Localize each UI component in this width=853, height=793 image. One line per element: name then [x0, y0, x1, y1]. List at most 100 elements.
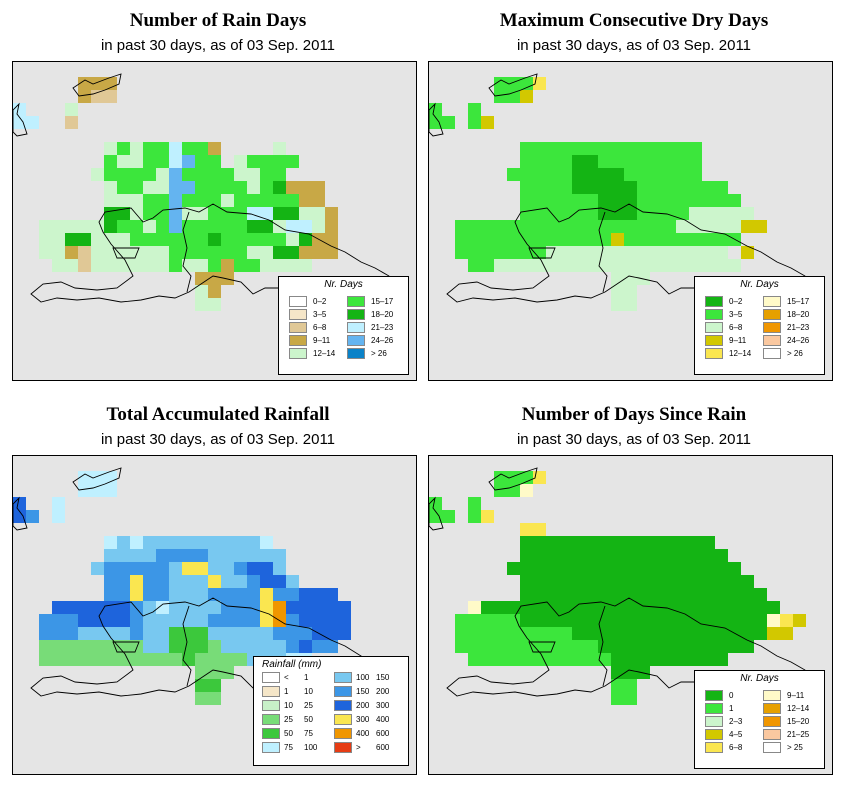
grid-cell	[650, 614, 663, 627]
legend-swatch	[705, 322, 723, 333]
grid-cell	[650, 549, 663, 562]
legend-row: >600	[334, 742, 396, 753]
grid-cell	[78, 233, 91, 246]
legend-label: 12–14	[787, 704, 810, 713]
grid-cell	[208, 692, 221, 705]
grid-cell	[182, 194, 195, 207]
grid-cell	[741, 246, 754, 259]
grid-cell	[117, 220, 130, 233]
grid-cell	[52, 510, 65, 523]
grid-cell	[507, 77, 520, 90]
grid-cell	[221, 536, 234, 549]
legend-label: 21–25	[787, 730, 810, 739]
grid-cell	[143, 588, 156, 601]
legend-lo: 75	[284, 743, 293, 752]
grid-cell	[559, 181, 572, 194]
grid-cell	[663, 168, 676, 181]
grid-cell	[130, 194, 143, 207]
grid-cell	[676, 614, 689, 627]
map-svg	[13, 73, 394, 311]
grid-cell	[728, 601, 741, 614]
legend-swatch	[334, 714, 352, 725]
grid-cell	[208, 614, 221, 627]
grid-cell	[78, 77, 91, 90]
legend-hi: 75	[304, 729, 313, 738]
grid-cell	[117, 640, 130, 653]
legend-lo: 200	[356, 701, 370, 710]
grid-cell	[221, 246, 234, 259]
island-outline	[488, 73, 538, 97]
grid-cell	[546, 640, 559, 653]
grid-cell	[104, 484, 117, 497]
legend-label: 0–2	[729, 297, 743, 306]
grid-cell	[715, 640, 728, 653]
grid-cell	[130, 588, 143, 601]
grid-cell	[299, 220, 312, 233]
grid-cell	[169, 588, 182, 601]
grid-cell	[572, 181, 585, 194]
grid-cell	[585, 220, 598, 233]
grid-cell	[65, 653, 78, 666]
grid-cell	[143, 194, 156, 207]
grid-cell	[208, 666, 221, 679]
grid-cell	[481, 510, 494, 523]
grid-cell	[650, 588, 663, 601]
legend-swatch	[334, 672, 352, 683]
legend-hi: 600	[376, 743, 390, 752]
grid-cell	[507, 601, 520, 614]
grid-cell	[104, 155, 117, 168]
grid-cell	[520, 588, 533, 601]
grid-cell	[169, 653, 182, 666]
grid-cell	[78, 471, 91, 484]
grid-cell	[195, 653, 208, 666]
map-area: Nr. Days 0–2 3–5 6–8 9–11 12–14 15–17 18…	[428, 61, 833, 381]
grid-cell	[611, 562, 624, 575]
legend-label: 6–8	[313, 323, 327, 332]
grid-cell	[169, 549, 182, 562]
grid-cell	[546, 259, 559, 272]
grid-cell	[637, 246, 650, 259]
grid-cell	[312, 194, 325, 207]
grid-cell	[312, 601, 325, 614]
legend-label: 12–14	[729, 349, 752, 358]
grid-cell	[572, 246, 585, 259]
grid-cell	[169, 562, 182, 575]
grid-cell	[598, 640, 611, 653]
panel-rain-days: Number of Rain Days in past 30 days, as …	[12, 0, 424, 386]
grid-cell	[130, 220, 143, 233]
grid-cell	[481, 220, 494, 233]
grid-cell	[195, 142, 208, 155]
grid-cell	[91, 627, 104, 640]
grid-cell	[52, 246, 65, 259]
grid-cell	[286, 601, 299, 614]
grid-cell	[689, 549, 702, 562]
grid-cell	[702, 601, 715, 614]
coastline-outline	[446, 203, 810, 303]
grid-cell	[754, 614, 767, 627]
grid-cell	[520, 562, 533, 575]
grid-cell	[247, 246, 260, 259]
grid-cell	[221, 627, 234, 640]
grid-cell	[65, 627, 78, 640]
grid-cell	[234, 168, 247, 181]
grid-cell	[585, 562, 598, 575]
country-border	[182, 605, 192, 687]
grid-cell	[13, 103, 26, 116]
grid-cell	[130, 181, 143, 194]
grid-cell	[338, 601, 351, 614]
legend-hi: 200	[376, 687, 390, 696]
grid-cell	[429, 116, 442, 129]
grid-cell	[325, 627, 338, 640]
grid-cell	[507, 614, 520, 627]
map-area: Nr. Days 0–2 3–5 6–8 9–11 12–14 15–17 18…	[12, 61, 417, 381]
grid-cell	[247, 155, 260, 168]
grid-cell	[156, 601, 169, 614]
legend-swatch	[705, 729, 723, 740]
island-outline	[13, 496, 28, 531]
grid-cell	[715, 233, 728, 246]
grid-cell	[247, 536, 260, 549]
legend-row: 400 600	[334, 728, 396, 739]
grid-cell	[104, 588, 117, 601]
grid-cell	[611, 627, 624, 640]
grid-cell	[273, 627, 286, 640]
